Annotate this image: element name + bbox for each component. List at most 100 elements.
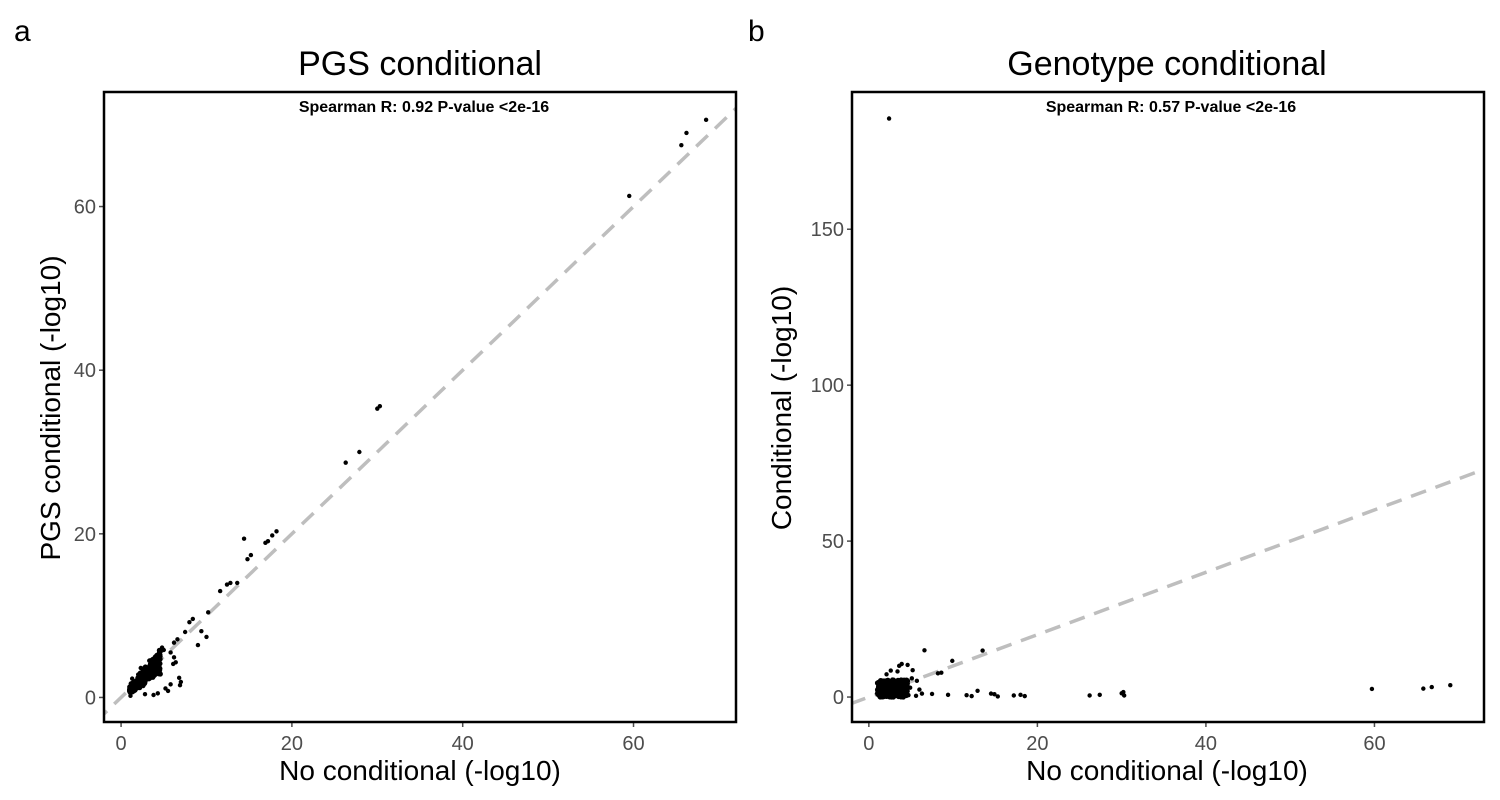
data-point: [922, 648, 927, 653]
data-point: [127, 687, 133, 693]
y-tick-label: 0: [833, 687, 844, 709]
chart-title: Genotype conditional: [1007, 45, 1326, 83]
data-point: [950, 658, 955, 664]
data-point: [992, 692, 997, 697]
data-point: [241, 536, 247, 541]
stats-annotation: Spearman R: 0.57 P-value <2e-16: [1046, 99, 1296, 116]
data-point: [205, 610, 211, 615]
data-point: [134, 683, 140, 689]
data-point: [904, 681, 910, 688]
data-point: [182, 629, 188, 635]
data-point: [147, 661, 154, 667]
data-point: [964, 692, 969, 698]
data-point: [627, 193, 632, 199]
data-point: [343, 460, 348, 465]
data-point: [270, 533, 275, 538]
point-cluster: [127, 647, 163, 695]
data-point: [142, 664, 149, 670]
data-point: [1369, 686, 1375, 692]
data-point: [1429, 684, 1434, 690]
y-tick-label: 150: [811, 219, 844, 241]
stats-annotation: Spearman R: 0.92 P-value <2e-16: [299, 99, 549, 116]
data-point: [159, 645, 165, 650]
data-point: [876, 692, 882, 698]
data-point: [154, 663, 160, 668]
data-point: [144, 677, 149, 682]
y-tick-label: 40: [74, 360, 96, 382]
data-point: [1448, 682, 1453, 688]
data-point: [357, 449, 362, 455]
data-point: [886, 116, 892, 121]
data-point: [880, 687, 885, 692]
data-point: [884, 672, 889, 677]
data-point: [224, 582, 230, 587]
x-tick-label: 40: [452, 733, 474, 755]
y-tick-label: 60: [74, 197, 96, 219]
data-point: [168, 682, 173, 687]
data-point: [975, 688, 980, 694]
data-point: [190, 616, 196, 622]
x-tick-label: 60: [622, 733, 644, 755]
data-point: [935, 671, 941, 676]
data-point: [1087, 693, 1092, 698]
data-point: [135, 672, 141, 677]
panel-a: a PGS conditional PGS conditional (-log1…: [14, 15, 738, 786]
data-point: [157, 656, 163, 662]
data-point: [151, 692, 156, 698]
panel-b: b Genotype conditional Conditional (-log…: [748, 15, 1486, 786]
x-tick-label: 20: [1026, 733, 1048, 755]
data-point: [199, 628, 204, 634]
data-point: [155, 691, 161, 696]
data-point: [995, 694, 1000, 699]
data-point: [886, 680, 892, 686]
panel-letter: b: [748, 15, 765, 48]
reference-line: [852, 467, 1484, 706]
data-point: [177, 682, 183, 688]
data-point: [945, 692, 951, 698]
plot-area: 0 20 40 60 0 50 100 150: [811, 116, 1484, 755]
data-point: [168, 650, 173, 655]
data-point: [228, 580, 233, 586]
data-point: [274, 529, 279, 534]
data-point: [375, 406, 380, 411]
data-point: [892, 683, 898, 688]
plot-frame: [850, 90, 1486, 724]
data-point: [886, 691, 891, 697]
data-point: [195, 642, 201, 648]
data-point: [141, 683, 146, 689]
y-axis-title: Conditional (-log10): [766, 286, 797, 530]
data-point: [1421, 686, 1426, 691]
data-point: [1097, 692, 1102, 698]
data-point: [988, 691, 994, 696]
x-tick-label: 0: [863, 733, 874, 755]
data-point: [895, 669, 900, 674]
data-point: [907, 685, 913, 690]
reference-line: [104, 105, 736, 717]
data-point: [684, 130, 689, 136]
data-point: [148, 669, 154, 675]
data-point: [896, 663, 902, 669]
data-point: [171, 655, 177, 660]
data-point: [248, 552, 254, 558]
data-point: [175, 637, 180, 642]
data-point: [128, 693, 133, 699]
data-point: [142, 691, 148, 697]
data-point: [914, 678, 920, 684]
data-point: [152, 655, 157, 661]
data-point: [1011, 693, 1016, 698]
y-tick-label: 50: [822, 531, 844, 553]
data-point: [187, 619, 192, 625]
data-point: [176, 675, 182, 681]
data-point: [917, 687, 922, 692]
data-point: [141, 671, 147, 677]
chart-title: PGS conditional: [298, 45, 542, 83]
data-point: [939, 670, 944, 675]
data-point: [980, 648, 985, 653]
data-point: [679, 142, 684, 148]
data-point: [1022, 693, 1027, 699]
x-axis-title: No conditional (-log10): [279, 755, 561, 786]
data-point: [245, 556, 250, 562]
data-point: [890, 677, 895, 682]
data-point: [235, 580, 240, 586]
